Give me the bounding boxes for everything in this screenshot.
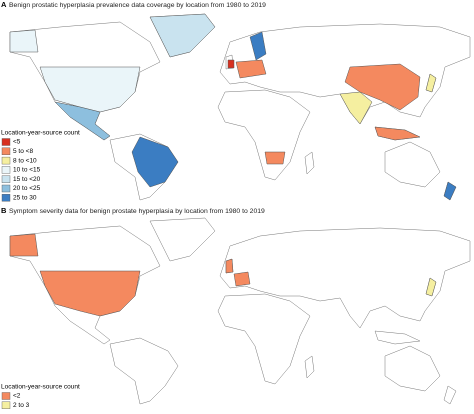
panel-label: B [1,206,7,215]
legend-label: 5 to <8 [13,148,33,155]
usa [39,270,141,317]
uk [227,59,235,69]
brazil [131,136,179,188]
europe [235,59,267,79]
legend-label: 8 to <10 [13,157,37,164]
legend-label: <5 [13,139,21,146]
map-panel [9,13,471,201]
legend-swatch [1,392,11,400]
indonesia [374,126,421,141]
greenland [149,13,216,58]
uk [225,258,234,274]
india [339,91,373,125]
china [344,63,421,111]
mexico [54,101,111,141]
usa [39,66,141,113]
legend-label: 10 to <15 [13,167,41,174]
world-map [9,217,471,405]
legend-label: 20 to <25 [13,185,41,192]
legend-swatch [1,166,11,174]
legend-title: Location-year-source count [1,384,80,391]
legend-swatch [1,194,11,202]
legend-swatch [1,184,11,193]
legend-label: 2 to 3 [13,402,30,409]
legend-label: 25 to 30 [13,195,37,202]
panel-label: A [1,0,7,9]
japan [425,277,437,297]
scandinavia [249,31,267,61]
legend-swatch [1,138,11,146]
alaska [9,233,39,257]
legend-label: <2 [13,393,21,400]
alaska [9,29,39,53]
legend-swatch [1,156,11,165]
legend-swatch [1,401,11,409]
panel-title: Symptom severity data for benign prostat… [9,208,265,215]
france [233,271,251,287]
southern-africa [264,151,286,165]
legend-swatch [1,175,11,183]
legend-label: 15 to <20 [13,176,41,183]
japan [425,73,437,93]
panel-title: Benign prostatic hyperplasia prevalence … [9,2,266,9]
legend-title: Location-year-source count [1,130,80,137]
map-panel [9,217,471,405]
new-zealand [443,181,457,201]
legend-swatch [1,147,11,156]
